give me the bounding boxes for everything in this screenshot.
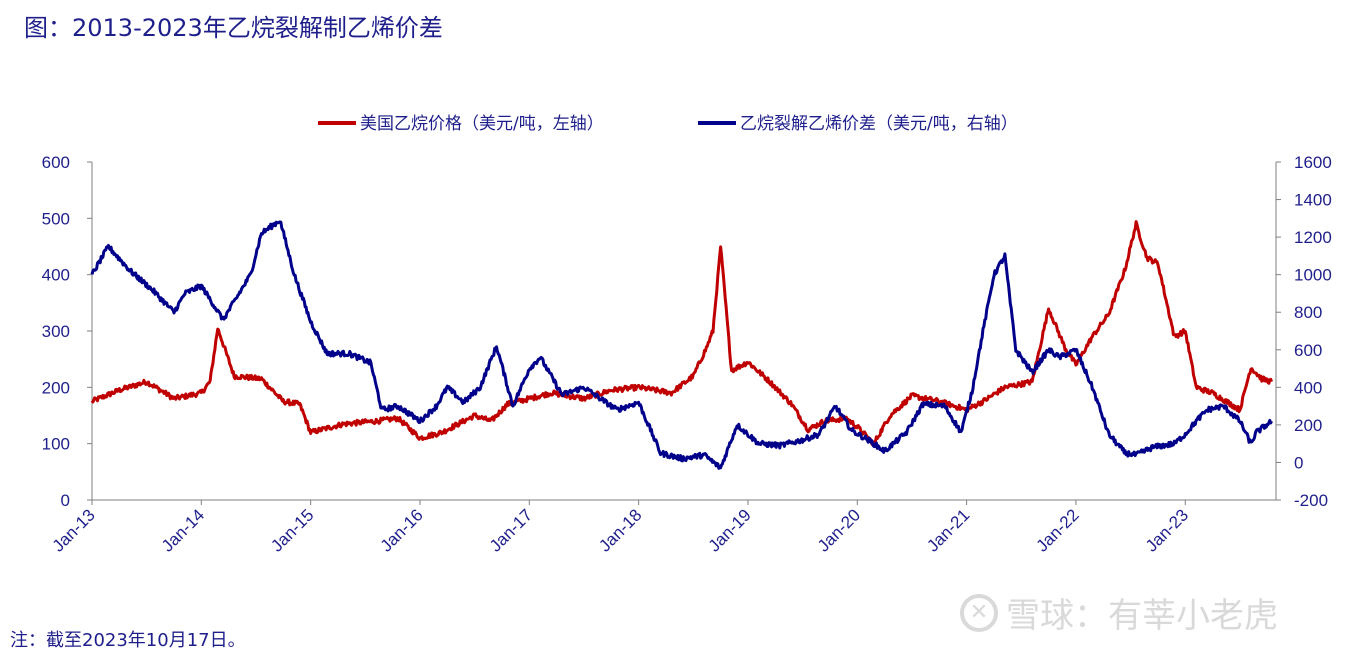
watermark-text: 雪球：有莘小老虎 xyxy=(1006,596,1278,636)
x-tick-label: Jan-14 xyxy=(158,505,208,555)
x-tick-label: Jan-18 xyxy=(595,505,645,555)
y-right-tick-label: 1200 xyxy=(1294,228,1332,247)
y-right-tick-label: 800 xyxy=(1294,303,1322,322)
x-tick-label: Jan-15 xyxy=(267,505,317,555)
snowball-logo-icon: ✕ xyxy=(960,593,998,632)
x-tick-label: Jan-22 xyxy=(1033,505,1083,555)
x-tick-label: Jan-19 xyxy=(705,505,755,555)
y-left-tick-label: 500 xyxy=(42,209,70,228)
x-tick-label: Jan-23 xyxy=(1142,505,1192,555)
figure-title: 图：2013-2023年乙烷裂解制乙烯价差 xyxy=(24,14,443,42)
y-left-tick-label: 300 xyxy=(42,322,70,341)
y-left-tick-label: 600 xyxy=(42,153,70,172)
y-left-tick-label: 100 xyxy=(42,435,70,454)
y-left-tick-label: 0 xyxy=(61,491,70,510)
series-lines xyxy=(90,220,1274,470)
y-right-tick-label: 200 xyxy=(1294,416,1322,435)
footnote: 注：截至2023年10月17日。 xyxy=(10,630,246,651)
series-line-ethane-price xyxy=(90,220,1274,446)
y-right-tick-label: 1000 xyxy=(1294,266,1332,285)
y-right-tick-label: -200 xyxy=(1294,491,1328,510)
x-tick-label: Jan-17 xyxy=(486,505,536,555)
y-left-tick-label: 200 xyxy=(42,378,70,397)
y-left-tick-label: 400 xyxy=(42,266,70,285)
tick-labels: 0 100 200 300 400 500 600 -200 0 200 400 600 800 1000… xyxy=(42,153,1332,556)
legend-label: 美国乙烷价格（美元/吨，左轴） xyxy=(360,114,604,134)
legend: 美国乙烷价格（美元/吨，左轴） 乙烷裂解乙烯价差（美元/吨，右轴） xyxy=(318,114,1018,134)
y-right-tick-label: 1400 xyxy=(1294,191,1332,210)
watermark: ✕ 雪球：有莘小老虎 xyxy=(960,588,1278,637)
legend-label: 乙烷裂解乙烯价差（美元/吨，右轴） xyxy=(740,114,1018,134)
series-line-spread xyxy=(90,220,1273,470)
y-right-tick-label: 400 xyxy=(1294,378,1322,397)
x-tick-label: Jan-13 xyxy=(49,505,99,555)
x-tick-label: Jan-21 xyxy=(923,505,973,555)
y-right-tick-label: 1600 xyxy=(1294,153,1332,172)
axes xyxy=(87,161,1281,505)
x-tick-label: Jan-20 xyxy=(814,505,864,555)
x-tick-label: Jan-16 xyxy=(377,505,427,555)
y-right-tick-label: 0 xyxy=(1294,453,1303,472)
y-right-tick-label: 600 xyxy=(1294,341,1322,360)
